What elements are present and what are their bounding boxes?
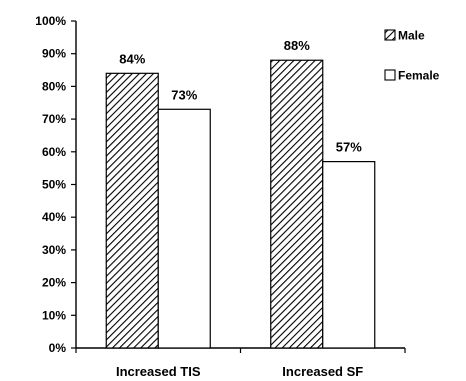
legend-label-male: Male: [398, 29, 425, 43]
bar-male-0: [105, 72, 159, 349]
bars: [105, 59, 376, 349]
y-tick-label: 60%: [42, 145, 66, 159]
legend: Male Female: [384, 29, 440, 83]
y-tick-label: 50%: [42, 178, 66, 192]
data-label-male-0: 84%: [119, 51, 145, 66]
y-tick-label: 20%: [42, 276, 66, 290]
y-tick-label: 30%: [42, 243, 66, 257]
y-tick-label: 90%: [42, 47, 66, 61]
x-axis: Increased TIS Increased SF: [75, 347, 406, 379]
y-tick-label: 80%: [42, 79, 66, 93]
data-label-female-1: 57%: [336, 140, 362, 155]
data-label-male-1: 88%: [284, 38, 310, 53]
bar-male-1: [270, 59, 324, 349]
y-tick-label: 0%: [49, 341, 67, 355]
y-tick-label: 100%: [35, 14, 66, 28]
bar-female-0: [157, 108, 211, 349]
data-labels: 84% 88% 73% 57%: [119, 38, 362, 154]
x-category-label: Increased TIS: [116, 364, 201, 379]
y-tick-label: 70%: [42, 112, 66, 126]
legend-label-female: Female: [398, 69, 440, 83]
bar-female-1: [322, 161, 376, 349]
y-tick-label: 10%: [42, 308, 66, 322]
y-axis: 0% 10% 20% 30% 40% 50% 60% 70% 80% 90% 100%: [35, 14, 77, 355]
x-category-label: Increased SF: [282, 364, 363, 379]
y-tick-label: 40%: [42, 210, 66, 224]
legend-swatch-male: [384, 29, 396, 41]
legend-swatch-female: [384, 69, 396, 81]
data-label-female-0: 73%: [171, 87, 197, 102]
